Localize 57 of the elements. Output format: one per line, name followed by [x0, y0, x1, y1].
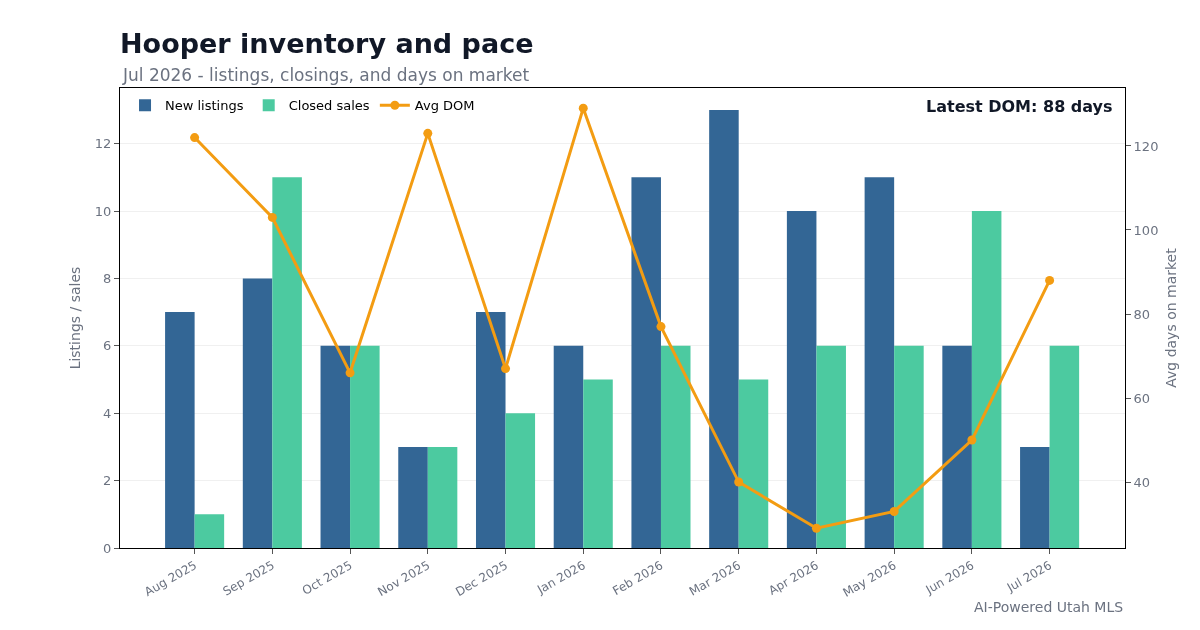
- bar: [242, 278, 273, 548]
- y-tick-label: 2: [103, 473, 112, 489]
- chart-title: Hooper inventory and pace: [120, 27, 534, 59]
- bar: [894, 345, 924, 548]
- y2-axis-title: Avg days on market: [1162, 247, 1179, 388]
- point: [967, 435, 977, 445]
- point: [811, 523, 821, 533]
- legend-label: Closed sales: [288, 98, 370, 114]
- point: [423, 128, 433, 138]
- bar: [942, 345, 972, 548]
- bar: [738, 379, 769, 548]
- bar: [475, 312, 506, 548]
- point: [734, 477, 744, 487]
- y2-tick-label: 60: [1133, 390, 1151, 406]
- legend-label: Avg DOM: [414, 98, 475, 114]
- bar: [631, 177, 661, 548]
- y2-tick-label: 100: [1133, 222, 1159, 238]
- y-tick-label: 4: [103, 405, 112, 421]
- y2-tick-label: 120: [1133, 138, 1159, 154]
- point: [267, 212, 277, 222]
- point: [656, 322, 666, 332]
- point: [501, 364, 511, 374]
- bar: [194, 514, 225, 548]
- bar: [398, 446, 428, 548]
- bar: [427, 446, 458, 548]
- y-axis-title: Listings / sales: [67, 266, 84, 370]
- legend-label: New listings: [165, 98, 244, 114]
- y-tick-label: 8: [103, 270, 112, 286]
- bar: [971, 211, 1002, 548]
- point: [889, 506, 899, 516]
- bar: [583, 379, 613, 548]
- y-tick-label: 0: [103, 540, 112, 556]
- y2-tick-label: 40: [1133, 474, 1151, 490]
- bar: [272, 177, 302, 548]
- bar: [350, 345, 380, 548]
- point: [345, 368, 355, 378]
- point: [190, 133, 200, 143]
- bar: [553, 345, 584, 548]
- bar: [709, 109, 739, 548]
- bar: [660, 345, 691, 548]
- y-tick-label: 6: [103, 338, 112, 354]
- bar: [320, 345, 351, 548]
- bar: [816, 345, 846, 548]
- bar: [165, 312, 195, 548]
- y-tick-label: 10: [94, 203, 112, 219]
- bar: [505, 413, 536, 548]
- text: AI-Powered Utah MLS: [974, 599, 1124, 615]
- annotation: Latest DOM: 88 days: [926, 97, 1113, 116]
- point: [578, 103, 588, 113]
- point: [1045, 275, 1055, 285]
- y2-tick-label: 80: [1133, 306, 1151, 322]
- y-tick-label: 12: [94, 136, 112, 152]
- bar: [1049, 345, 1080, 548]
- bar: [1020, 446, 1050, 548]
- bar: [786, 211, 817, 548]
- chart-subtitle: Jul 2026 - listings, closings, and days on market: [122, 65, 530, 85]
- bar: [864, 177, 895, 548]
